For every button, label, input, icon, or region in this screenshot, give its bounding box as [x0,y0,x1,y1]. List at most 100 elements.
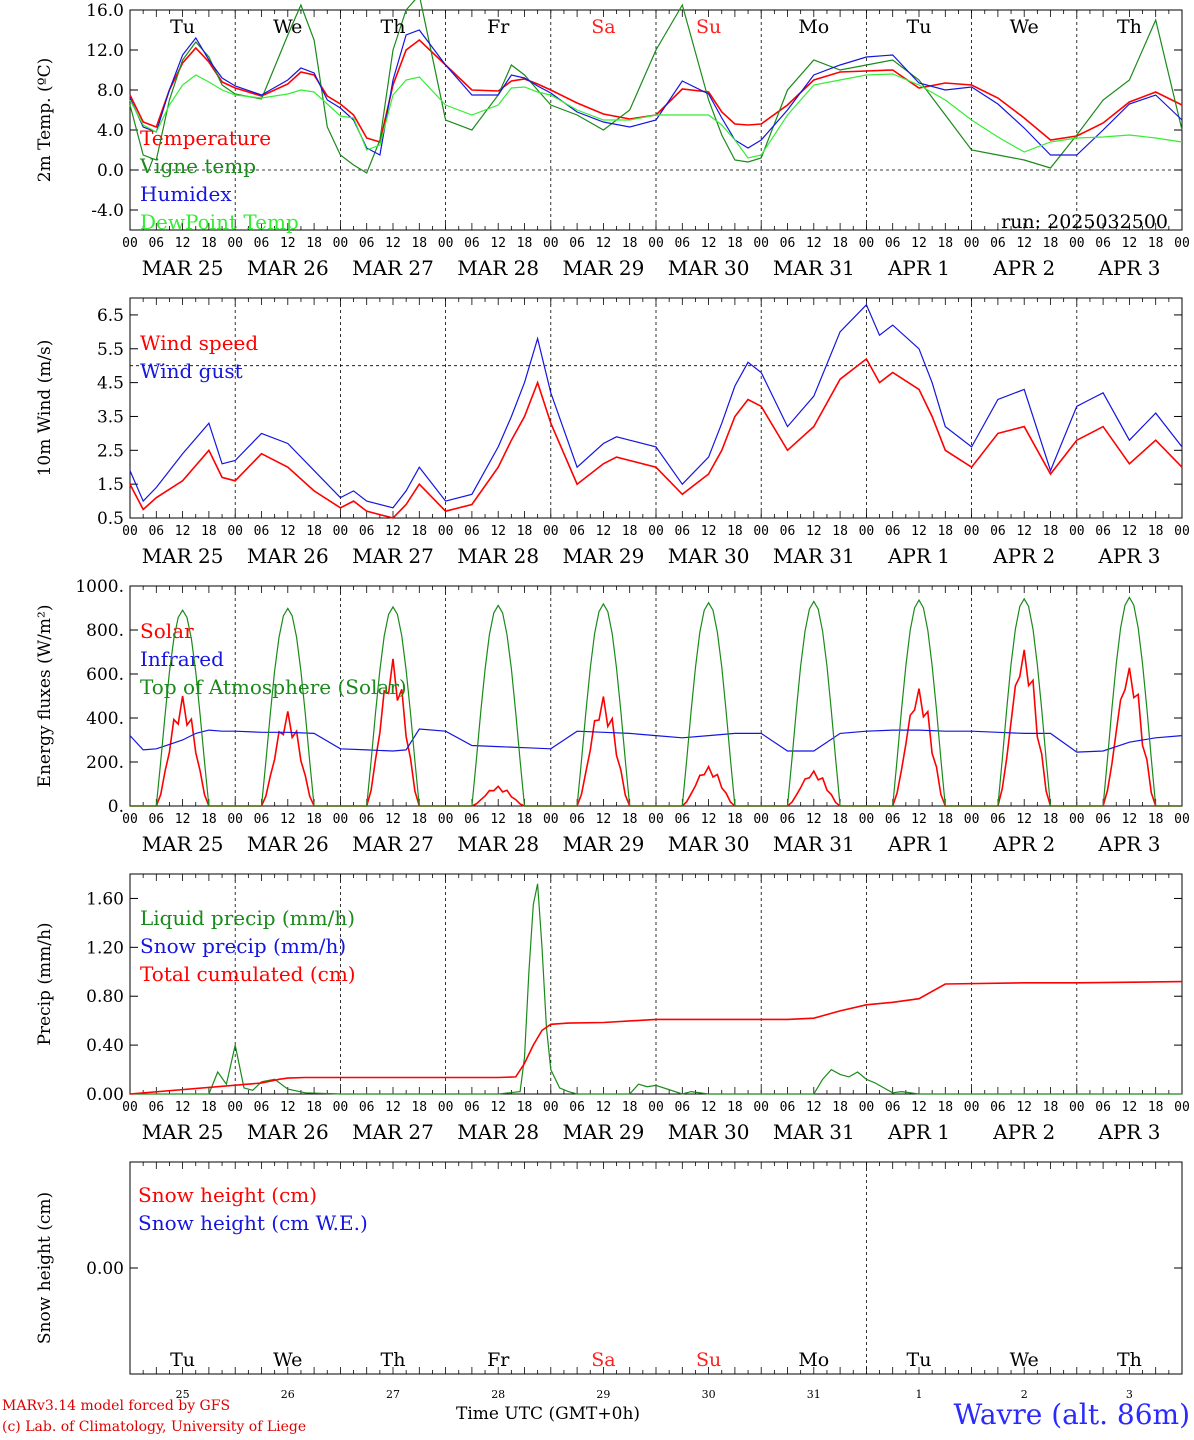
x-hour-label: 18 [306,812,322,827]
x-hour-label: 00 [333,1100,349,1115]
legend-dewpoint-temp: DewPoint Temp [140,210,299,234]
x-hour-label: 12 [596,524,612,539]
x-hour-label: 06 [148,1100,164,1115]
x-hour-label: 12 [490,236,506,251]
x-hour-label: 06 [359,812,375,827]
x-hour-label: 06 [674,812,690,827]
legend-snow-height-cm-: Snow height (cm) [138,1183,317,1207]
day-number-label: 25 [176,1388,190,1401]
x-date-label: APR 2 [992,1120,1055,1144]
x-date-label: MAR 25 [142,544,224,568]
y-tick-label: 6.5 [97,306,124,326]
x-hour-label: 12 [701,524,717,539]
x-hour-label: 00 [648,812,664,827]
x-hour-label: 18 [1043,812,1059,827]
x-hour-label: 18 [622,1100,638,1115]
y-tick-label: 8.0 [97,81,124,101]
series-line-liquid-precip-mm-h- [130,883,1182,1095]
x-hour-label: 00 [1069,1100,1085,1115]
x-hour-label: 18 [517,236,533,251]
legend-temperature: Temperature [140,126,271,150]
x-hour-label: 06 [464,1100,480,1115]
y-tick-label: 400. [86,709,124,729]
x-hour-label: 00 [648,524,664,539]
legend-snow-height-cm-w-e-: Snow height (cm W.E.) [138,1211,368,1235]
y-axis-label-energy: Energy fluxes (W/m²) [35,605,55,788]
x-hour-label: 12 [175,812,191,827]
x-hour-label: 18 [832,524,848,539]
x-hour-label: 18 [411,524,427,539]
y-axis-label-temperature: 2m Temp. (ºC) [35,58,55,183]
weekday-label-bottom: We [1010,1349,1039,1371]
x-hour-label: 18 [1148,812,1164,827]
day-number-label: 29 [596,1388,610,1401]
y-tick-label: 1.60 [86,889,124,909]
x-hour-label: 06 [359,524,375,539]
x-hour-label: 06 [990,524,1006,539]
x-hour-label: 12 [490,812,506,827]
x-hour-label: 06 [780,524,796,539]
x-date-label: MAR 30 [668,1120,750,1144]
x-hour-label: 18 [727,524,743,539]
x-date-label: MAR 25 [142,256,224,280]
x-date-label: APR 2 [992,544,1055,568]
y-tick-label: 0.40 [86,1036,124,1056]
x-hour-label: 18 [517,812,533,827]
x-hour-label: 06 [148,524,164,539]
x-hour-label: 00 [964,524,980,539]
day-number-label: 1 [916,1388,923,1401]
x-hour-label: 12 [701,1100,717,1115]
time-axis-label: Time UTC (GMT+0h) [456,1404,641,1424]
x-date-label: MAR 26 [247,1120,329,1144]
x-date-label: MAR 28 [457,544,539,568]
day-number-label: 2 [1021,1388,1028,1401]
x-hour-label: 18 [622,236,638,251]
x-hour-label: 06 [780,1100,796,1115]
series-line-wind-speed [129,357,1183,519]
credits-line-1: MARv3.14 model forced by GFS [2,1398,231,1414]
run-label: run: 2025032500 [1001,211,1168,233]
x-hour-label: 12 [1122,1100,1138,1115]
x-date-label: MAR 31 [773,256,855,280]
x-date-label: MAR 28 [457,256,539,280]
x-hour-label: 00 [227,812,243,827]
x-hour-label: 18 [201,524,217,539]
y-tick-label: 16.0 [86,1,124,21]
weekday-label: We [273,16,302,38]
x-hour-label: 00 [122,236,138,251]
x-hour-label: 06 [780,236,796,251]
x-hour-label: 06 [359,236,375,251]
x-hour-label: 00 [648,236,664,251]
x-hour-label: 06 [1095,524,1111,539]
day-number-label: 28 [491,1388,505,1401]
y-tick-label: 0.5 [97,509,124,529]
x-hour-label: 12 [806,236,822,251]
x-hour-label: 18 [832,812,848,827]
weekday-label-bottom: Mo [798,1349,829,1371]
x-hour-label: 00 [438,812,454,827]
x-hour-label: 12 [596,1100,612,1115]
x-hour-label: 12 [701,236,717,251]
x-hour-label: 18 [1148,1100,1164,1115]
x-hour-label: 06 [1095,1100,1111,1115]
legend-wind-speed: Wind speed [140,331,258,355]
x-hour-label: 12 [280,236,296,251]
x-hour-label: 18 [937,236,953,251]
weekday-label: Th [381,16,406,38]
x-hour-label: 00 [1069,524,1085,539]
x-hour-label: 06 [885,236,901,251]
y-tick-label: -4.0 [91,201,124,221]
x-hour-label: 12 [806,812,822,827]
x-hour-label: 00 [859,524,875,539]
day-number-label: 27 [386,1388,400,1401]
x-hour-label: 00 [227,524,243,539]
weekday-label-bottom: Su [696,1349,721,1371]
x-hour-label: 12 [1122,812,1138,827]
series-line-solar [130,649,1182,807]
x-hour-label: 18 [1043,236,1059,251]
x-hour-label: 12 [1016,236,1032,251]
y-tick-label: 1000. [75,577,124,597]
x-hour-label: 18 [727,1100,743,1115]
x-hour-label: 18 [937,524,953,539]
